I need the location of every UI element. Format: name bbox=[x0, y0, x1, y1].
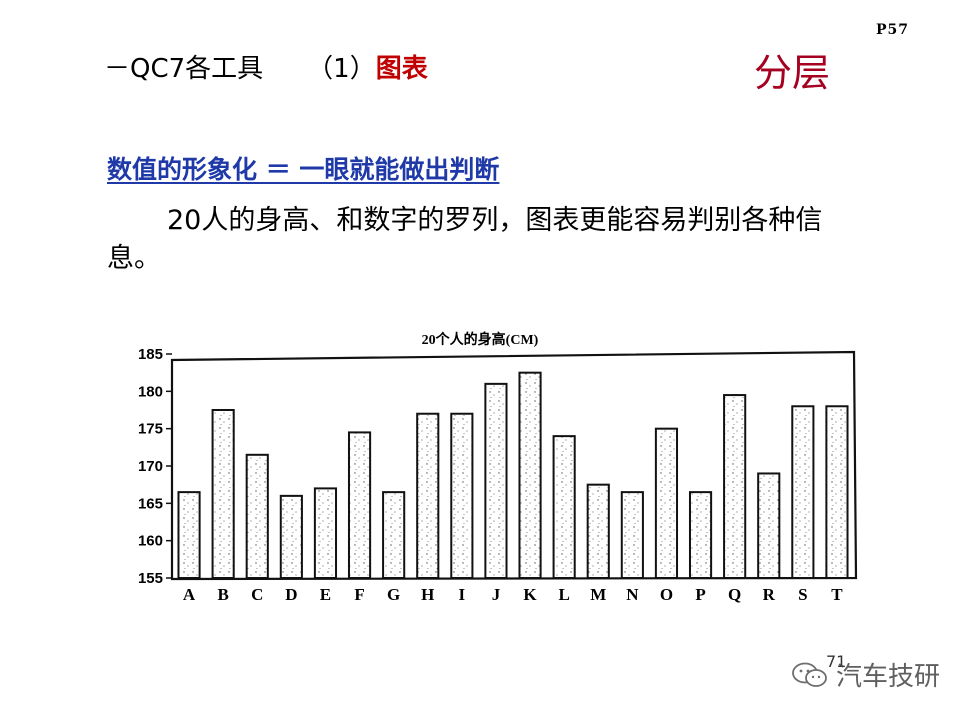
header-prefix: －QC7各工具 bbox=[104, 54, 264, 84]
x-tick-label-A: A bbox=[183, 585, 196, 604]
height-bar-chart: 20个人的身高(CM) 155 160 165 170 175 180 185 A B C D E F G… bbox=[138, 331, 858, 604]
bar-J bbox=[484, 382, 508, 579]
bar-B bbox=[211, 409, 235, 579]
bar-N bbox=[620, 491, 644, 579]
wechat-icon bbox=[792, 662, 827, 687]
plot-frame bbox=[170, 350, 858, 581]
bar-R bbox=[757, 472, 781, 579]
x-tick-label-O: O bbox=[660, 585, 673, 604]
x-tick-label-R: R bbox=[763, 585, 776, 604]
bar-M bbox=[586, 483, 610, 580]
y-tick-label-5: 180 bbox=[138, 383, 163, 400]
x-tick-label-C: C bbox=[251, 585, 263, 604]
x-tick-label-H: H bbox=[421, 585, 434, 604]
body-paragraph: 20人的身高、和数字的罗列，图表更能容易判别各种信息。 bbox=[107, 205, 823, 274]
bar-I bbox=[450, 412, 474, 579]
x-tick-label-L: L bbox=[558, 585, 569, 604]
x-tick-label-G: G bbox=[387, 585, 400, 604]
y-tick-label-6: 185 bbox=[138, 346, 163, 363]
bar-E bbox=[313, 487, 338, 579]
x-tick-label-K: K bbox=[523, 585, 537, 604]
bar-Q bbox=[723, 394, 747, 579]
x-tick-label-Q: Q bbox=[728, 585, 741, 604]
x-tick-label-P: P bbox=[695, 585, 705, 604]
x-tick-label-S: S bbox=[798, 585, 807, 604]
x-tick-label-E: E bbox=[320, 585, 331, 604]
x-tick-label-J: J bbox=[492, 585, 501, 604]
bar-A bbox=[177, 491, 201, 579]
y-tick-label-2: 165 bbox=[138, 495, 163, 512]
x-tick-label-I: I bbox=[459, 585, 466, 604]
slide-number: 71 bbox=[826, 652, 847, 671]
chart-title: 20个人的身高(CM) bbox=[422, 331, 539, 348]
x-tick-label-F: F bbox=[354, 585, 364, 604]
watermark-text: 汽车技研 bbox=[836, 662, 941, 692]
x-tick-label-M: M bbox=[590, 585, 606, 604]
bar-K bbox=[518, 371, 542, 579]
y-tick-label-1: 160 bbox=[138, 533, 163, 550]
slide-subtitle: 数值的形象化 ＝ 一眼就能做出判断 bbox=[107, 155, 500, 184]
x-tick-label-N: N bbox=[626, 585, 639, 604]
x-tick-label-T: T bbox=[831, 585, 843, 604]
header-index: （1） bbox=[307, 54, 376, 84]
bar-P bbox=[688, 491, 713, 579]
watermark: 汽车技研 bbox=[790, 656, 940, 693]
x-tick-label-D: D bbox=[285, 585, 297, 604]
bar-S bbox=[791, 405, 815, 580]
section-title: 分层 bbox=[754, 51, 831, 95]
page-number-label: P57 bbox=[876, 22, 910, 38]
y-tick-label-3: 170 bbox=[138, 458, 163, 475]
y-tick-label-4: 175 bbox=[138, 421, 163, 438]
bar-L bbox=[552, 435, 576, 579]
header-tool-name: 图表 bbox=[375, 54, 428, 84]
slide-header: －QC7各工具 （1）图表 bbox=[104, 48, 428, 85]
y-tick-label-0: 155 bbox=[138, 570, 163, 587]
bar-G bbox=[382, 491, 406, 579]
bar-C bbox=[245, 453, 269, 579]
bar-O bbox=[654, 427, 679, 579]
bar-F bbox=[347, 431, 372, 580]
bar-D bbox=[279, 494, 303, 579]
bar-T bbox=[825, 405, 849, 580]
bar-H bbox=[416, 412, 440, 579]
x-tick-label-B: B bbox=[217, 585, 228, 604]
